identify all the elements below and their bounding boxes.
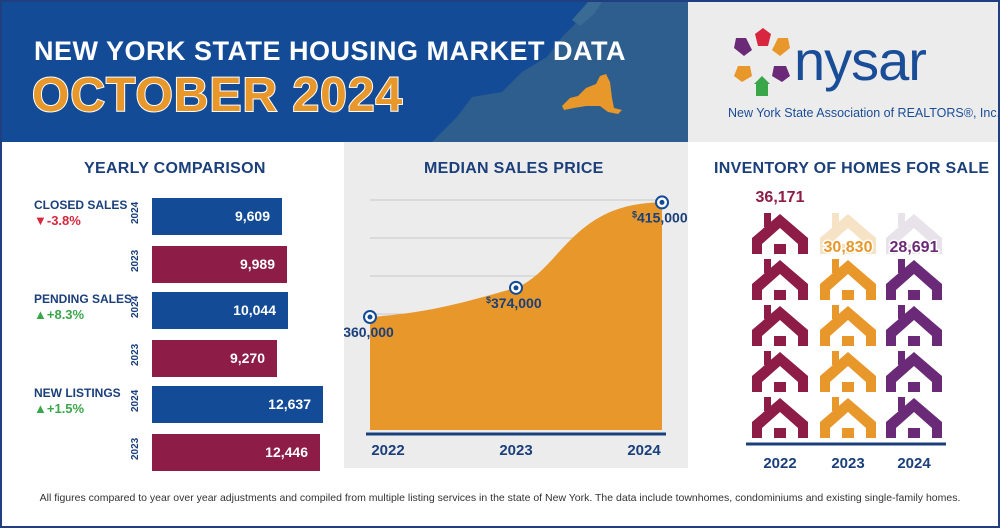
house-icon-2022	[752, 305, 808, 346]
x-tick-label: 2024	[897, 455, 931, 472]
house-icon-2024	[886, 351, 942, 392]
median-price-title: MEDIAN SALES PRICE	[424, 160, 604, 177]
inventory-chart: 36,171 2022 30,830 2023 28,691 2024	[746, 188, 946, 472]
logo-panel: nysar New York State Association of REAL…	[688, 2, 1000, 142]
year-tag: 2024	[130, 295, 141, 318]
yearly-comparison-title: YEARLY COMPARISON	[84, 160, 266, 177]
year-tag: 2023	[130, 437, 141, 460]
house-icon-2023	[820, 351, 876, 392]
median-price-panel: $360,000 2022 $374,000 2023 $415,000 2024	[344, 142, 688, 468]
house-icon-2022	[752, 213, 808, 254]
house-icon-2023	[820, 397, 876, 438]
house-icon-2024	[886, 213, 942, 254]
year-tag: 2024	[130, 389, 141, 412]
metric-label: CLOSED SALES	[34, 198, 128, 212]
median-price-area	[370, 202, 662, 430]
map-region-north	[572, 2, 602, 26]
x-tick-label: 2023	[499, 442, 532, 459]
metric-change: ▼-3.8%	[34, 213, 81, 228]
title-line-1: NEW YORK STATE HOUSING MARKET DATA	[34, 36, 626, 66]
house-icon-2022	[752, 397, 808, 438]
metric-label: NEW LISTINGS	[34, 386, 121, 400]
new-york-map-background	[432, 2, 688, 142]
comparison-bar: 9,609	[152, 198, 282, 235]
data-point-center	[367, 314, 373, 320]
median-price-chart: $360,000 2022 $374,000 2023 $415,000 2024	[344, 195, 688, 459]
title-line-2: OCTOBER 2024	[31, 68, 404, 123]
house-icon-2022	[752, 259, 808, 300]
house-icon-2024	[886, 397, 942, 438]
comparison-bar: 9,270	[152, 340, 277, 377]
metric-change: ▲+1.5%	[34, 401, 85, 416]
inventory-value-label: 28,691	[890, 239, 939, 256]
footer-note: All figures compared to year over year a…	[39, 492, 961, 504]
price-label: $360,000	[344, 324, 394, 340]
x-tick-label: 2022	[763, 455, 796, 472]
data-point-center	[513, 285, 519, 291]
year-tag: 2023	[130, 343, 141, 366]
logo-wordmark: nysar	[794, 29, 927, 92]
x-tick-label: 2022	[371, 442, 404, 459]
year-tag: 2024	[130, 201, 141, 224]
ny-state-icon	[562, 74, 622, 114]
house-icon-2024	[886, 259, 942, 300]
map-region-east	[432, 2, 688, 142]
nysar-logo-icon	[734, 28, 790, 96]
house-icon-2024	[886, 305, 942, 346]
inventory-value-label: 36,171	[756, 189, 805, 206]
house-icon-2023	[820, 213, 876, 254]
house-icon-2023	[820, 259, 876, 300]
x-tick-label: 2023	[831, 455, 864, 472]
comparison-bar: 9,989	[152, 246, 287, 283]
year-tag: 2023	[130, 249, 141, 272]
house-icon-2022	[752, 351, 808, 392]
house-icon-2023	[820, 305, 876, 346]
metric-change: ▲+8.3%	[34, 307, 85, 322]
comparison-bar: 10,044	[152, 292, 288, 329]
price-label: $415,000	[632, 209, 688, 225]
inventory-value-label: 30,830	[824, 239, 873, 256]
data-point-center	[659, 199, 665, 205]
comparison-bar: 12,446	[152, 434, 320, 471]
comparison-bar: 12,637	[152, 386, 323, 423]
header-banner: NEW YORK STATE HOUSING MARKET DATA OCTOB…	[2, 2, 688, 142]
price-label: $374,000	[486, 295, 542, 311]
logo-subtitle: New York State Association of REALTORS®,…	[728, 106, 1000, 120]
inventory-title: INVENTORY OF HOMES FOR SALE	[714, 160, 990, 177]
metric-label: PENDING SALES	[34, 292, 133, 306]
x-tick-label: 2024	[627, 442, 661, 459]
